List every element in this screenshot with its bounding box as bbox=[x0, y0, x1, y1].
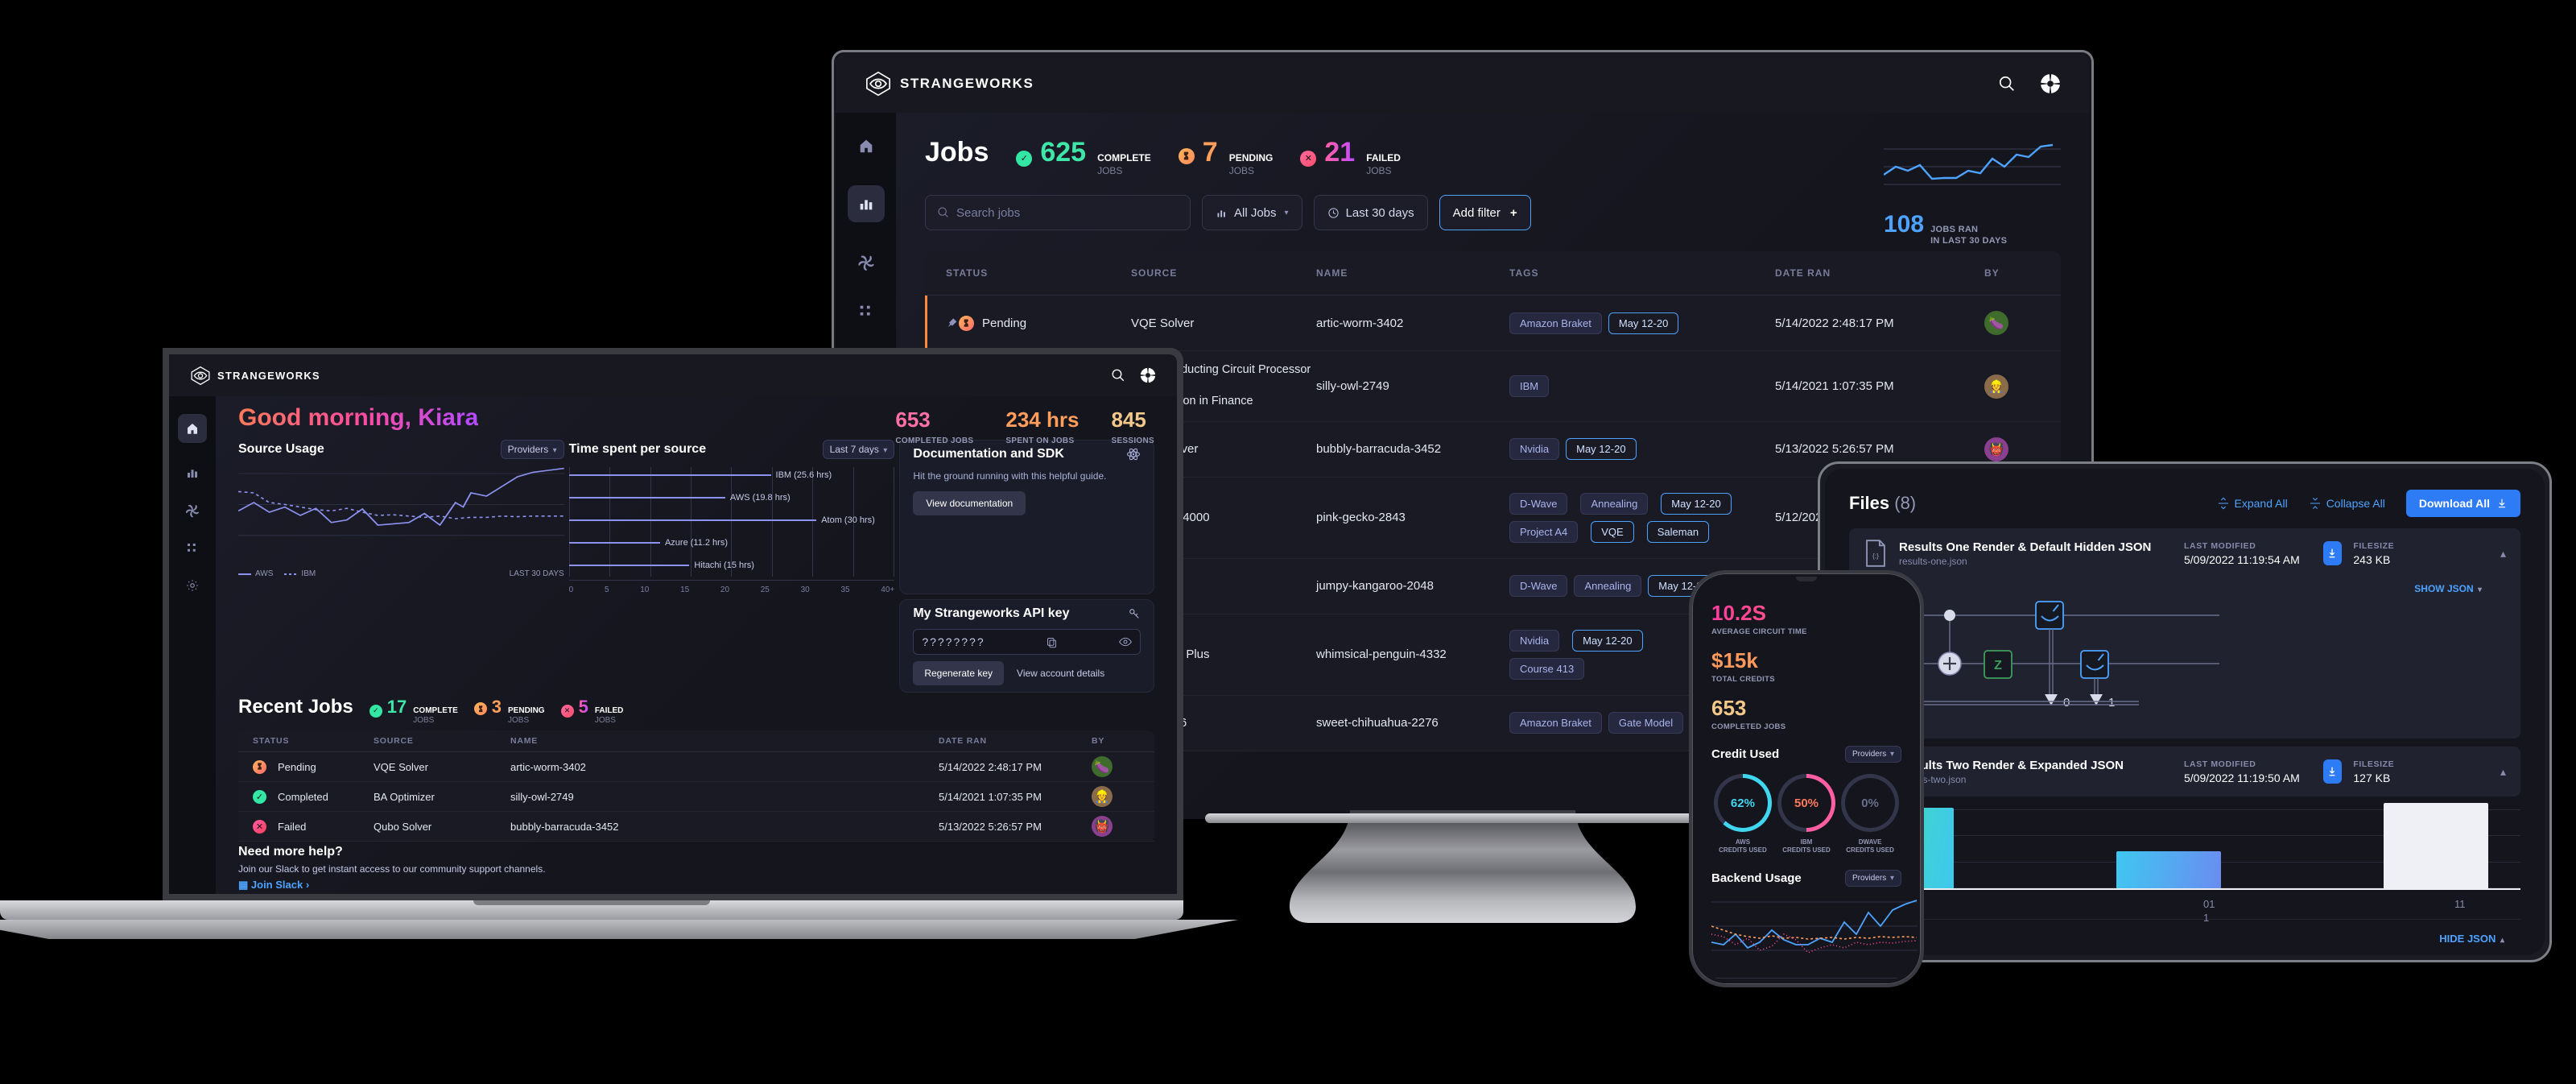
svg-text:{;}: {;} bbox=[1872, 552, 1879, 560]
svg-text:0: 0 bbox=[2063, 696, 2070, 710]
svg-text:1: 1 bbox=[2108, 696, 2115, 710]
svg-text:Z: Z bbox=[1994, 659, 2002, 672]
